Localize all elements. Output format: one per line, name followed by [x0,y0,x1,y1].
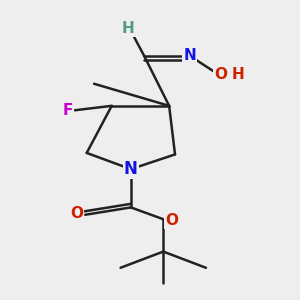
Text: N: N [183,48,196,63]
Text: O: O [70,206,83,221]
Text: O: O [166,213,178,228]
Text: H: H [122,21,134,36]
Text: N: N [124,160,138,178]
Text: O: O [214,68,227,82]
Text: H: H [232,68,245,82]
Text: F: F [62,103,73,118]
